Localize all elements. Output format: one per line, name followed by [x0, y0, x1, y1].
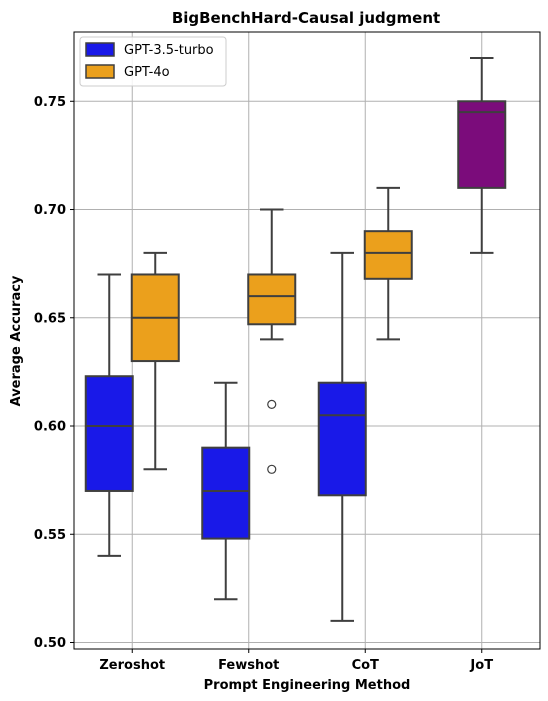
box-gpt35-zeroshot [84, 273, 134, 557]
legend-label-gpt35: GPT-3.5-turbo [124, 43, 214, 58]
box-body [317, 381, 367, 497]
legend-label-gpt4o: GPT-4o [124, 65, 170, 80]
box-gpt35-fewshot [201, 381, 251, 601]
plot-boxes [84, 56, 507, 622]
y-tick-label: 0.60 [34, 420, 66, 435]
legend-frame [79, 36, 227, 87]
y-tick-label: 0.70 [34, 203, 66, 218]
x-axis-label: Prompt Engineering Method [204, 678, 411, 693]
x-tick-label: Fewshot [218, 658, 279, 673]
x-tick-label: CoT [352, 658, 379, 673]
y-tick-label: 0.55 [34, 528, 66, 543]
box-gpt35-cot [317, 251, 367, 622]
y-tick-label: 0.65 [34, 311, 66, 326]
y-axis-label: Average Accuracy [9, 275, 24, 406]
box-body [247, 273, 297, 326]
x-tick-label: JoT [469, 658, 493, 673]
legend-swatch-gpt35 [85, 42, 115, 57]
y-tick-label: 0.50 [34, 636, 66, 651]
y-ticks: 0.50 0.55 0.60 0.65 0.70 0.75 [34, 95, 74, 651]
plot-frame [73, 31, 541, 650]
box-gpt4o-cot [363, 186, 413, 341]
box-gpt4o-fewshot [247, 208, 297, 474]
x-tick-label: Zeroshot [99, 658, 165, 673]
box-body [457, 100, 507, 189]
grid-lines [74, 32, 540, 649]
box-body [201, 446, 251, 540]
outlier-point [267, 399, 277, 409]
box-body [363, 230, 413, 280]
legend-swatch-gpt4o [85, 64, 115, 79]
outlier-point [267, 464, 277, 474]
chart-title: BigBenchHard-Causal judgment [172, 9, 440, 27]
legend: GPT-3.5-turbo GPT-4o [79, 36, 227, 87]
box-gpt4o-zeroshot [130, 251, 180, 471]
x-ticks: Zeroshot Fewshot CoT JoT [99, 649, 493, 673]
box-jot [457, 56, 507, 254]
box-body [84, 375, 134, 492]
y-tick-label: 0.75 [34, 95, 66, 110]
